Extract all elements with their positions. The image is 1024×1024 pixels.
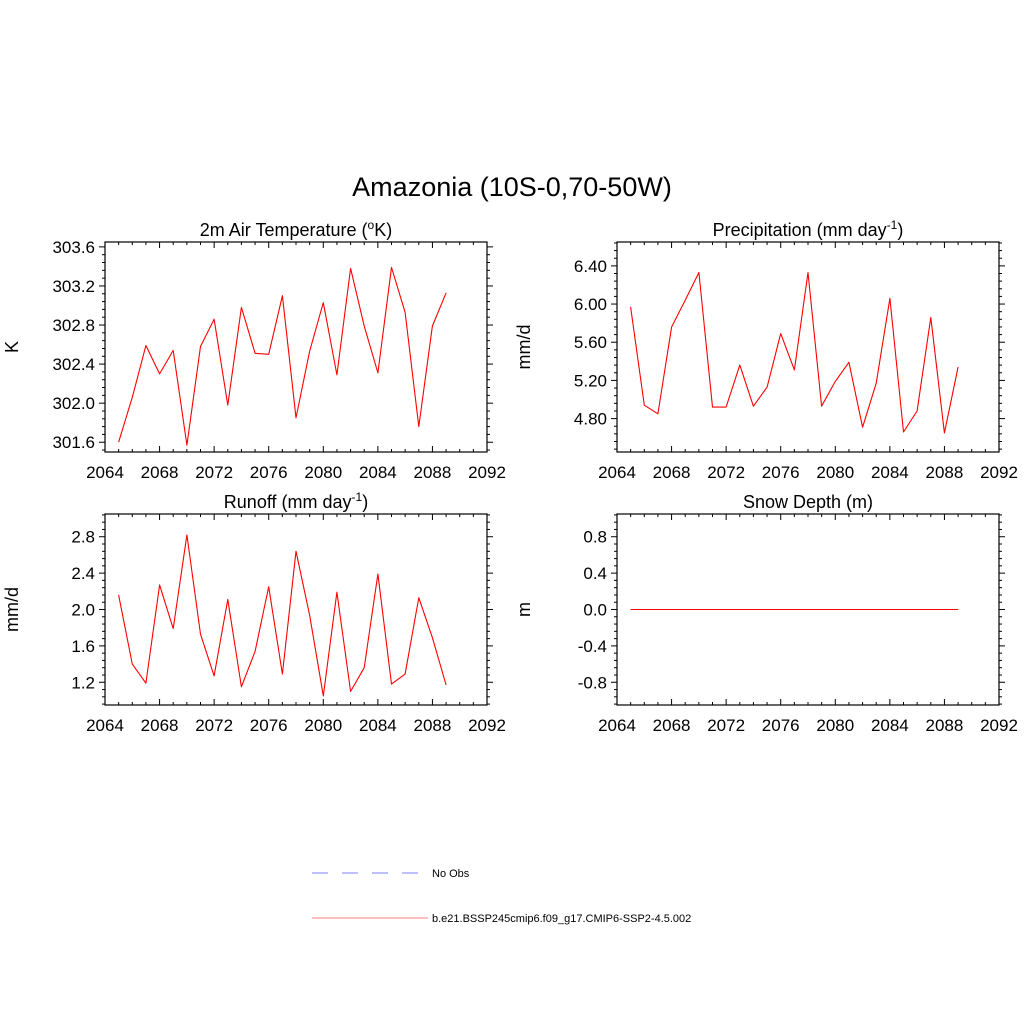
panel-snow-depth: 2064 2068 2072 2076 2080 2084 2088 2092 -0.8 -0.4… <box>514 492 1018 735</box>
x-tick-label: 2092 <box>980 463 1018 482</box>
x-tick-label: 2068 <box>653 716 691 735</box>
x-tick-label: 2080 <box>304 463 342 482</box>
y-tick-label: 0.8 <box>583 528 607 547</box>
x-tick-label: 2088 <box>926 716 964 735</box>
y-tick-label: 2.8 <box>71 528 95 547</box>
x-tick-label: 2064 <box>86 463 124 482</box>
x-tick-label: 2084 <box>359 716 397 735</box>
x-tick-label: 2068 <box>141 463 179 482</box>
main-title: Amazonia (10S-0,70-50W) <box>352 172 672 202</box>
x-tick-label: 2076 <box>250 463 288 482</box>
runoff-frame <box>104 513 488 706</box>
precipitation-ylabel: mm/d <box>514 325 534 370</box>
air-temperature-title: 2m Air Temperature (oK) <box>200 218 392 240</box>
x-tick-label: 2072 <box>195 716 233 735</box>
y-tick-label: 303.6 <box>52 238 95 257</box>
snow-depth-ylabel: m <box>514 602 534 617</box>
y-tick-label: 303.2 <box>52 277 95 296</box>
panels: 2064 2068 2072 2076 2080 2084 2088 2092 301.6 302… <box>2 218 1018 735</box>
y-tick-label: 0.4 <box>583 564 607 583</box>
y-tick-label: 5.20 <box>574 371 607 390</box>
panel-precipitation: 2064 2068 2072 2076 2080 2084 2088 2092 4.80 5.20… <box>514 218 1018 482</box>
runoff-title: Runoff (mm day-1) <box>224 490 368 512</box>
y-tick-label: 4.80 <box>574 410 607 429</box>
x-tick-label: 2068 <box>141 716 179 735</box>
x-tick-label: 2076 <box>250 716 288 735</box>
x-tick-label: 2076 <box>762 463 800 482</box>
x-tick-label: 2072 <box>707 716 745 735</box>
legend: No Obs b.e21.BSSP245cmip6.f09_g17.CMIP6-S… <box>312 868 691 925</box>
precipitation-series-line <box>630 271 959 434</box>
y-tick-label: 302.4 <box>52 355 95 374</box>
legend-label-obs: No Obs <box>432 868 470 880</box>
precipitation-title: Precipitation (mm day-1) <box>713 218 904 240</box>
snow-depth-title: Snow Depth (m) <box>743 492 873 512</box>
x-tick-label: 2092 <box>468 463 506 482</box>
x-tick-label: 2084 <box>871 716 909 735</box>
x-tick-label: 2080 <box>816 463 854 482</box>
x-tick-label: 2068 <box>653 463 691 482</box>
y-tick-label: 1.6 <box>71 637 95 656</box>
x-tick-label: 2092 <box>468 716 506 735</box>
y-tick-label: 0.0 <box>583 601 607 620</box>
y-tick-label: 6.00 <box>574 295 607 314</box>
x-tick-label: 2092 <box>980 716 1018 735</box>
y-tick-label: -0.4 <box>578 637 607 656</box>
x-tick-label: 2088 <box>926 463 964 482</box>
y-tick-label: 6.40 <box>574 257 607 276</box>
air-temperature-series-line <box>118 266 447 446</box>
y-tick-label: 302.0 <box>52 394 95 413</box>
x-tick-label: 2072 <box>707 463 745 482</box>
panel-air-temperature: 2064 2068 2072 2076 2080 2084 2088 2092 301.6 302… <box>2 218 506 482</box>
x-tick-label: 2084 <box>871 463 909 482</box>
y-tick-label: 302.8 <box>52 316 95 335</box>
y-tick-label: 1.2 <box>71 673 95 692</box>
legend-label-model: b.e21.BSSP245cmip6.f09_g17.CMIP6-SSP2-4.… <box>432 913 691 925</box>
runoff-ylabel: mm/d <box>2 587 22 632</box>
x-tick-label: 2064 <box>86 716 124 735</box>
x-tick-label: 2064 <box>598 716 636 735</box>
air-temperature-ylabel: K <box>2 341 22 353</box>
y-tick-label: 2.0 <box>71 601 95 620</box>
x-tick-label: 2088 <box>414 716 452 735</box>
x-tick-label: 2072 <box>195 463 233 482</box>
x-tick-label: 2084 <box>359 463 397 482</box>
panel-runoff: 2064 2068 2072 2076 2080 2084 2088 2092 1.2 1.6 2.… <box>2 490 506 735</box>
x-tick-label: 2080 <box>304 716 342 735</box>
x-tick-label: 2064 <box>598 463 636 482</box>
x-tick-label: 2080 <box>816 716 854 735</box>
x-tick-label: 2088 <box>414 463 452 482</box>
y-tick-label: 301.6 <box>52 433 95 452</box>
y-tick-label: -0.8 <box>578 673 607 692</box>
runoff-series-line <box>118 534 447 697</box>
y-tick-label: 2.4 <box>71 564 95 583</box>
y-tick-label: 5.60 <box>574 333 607 352</box>
x-tick-label: 2076 <box>762 716 800 735</box>
